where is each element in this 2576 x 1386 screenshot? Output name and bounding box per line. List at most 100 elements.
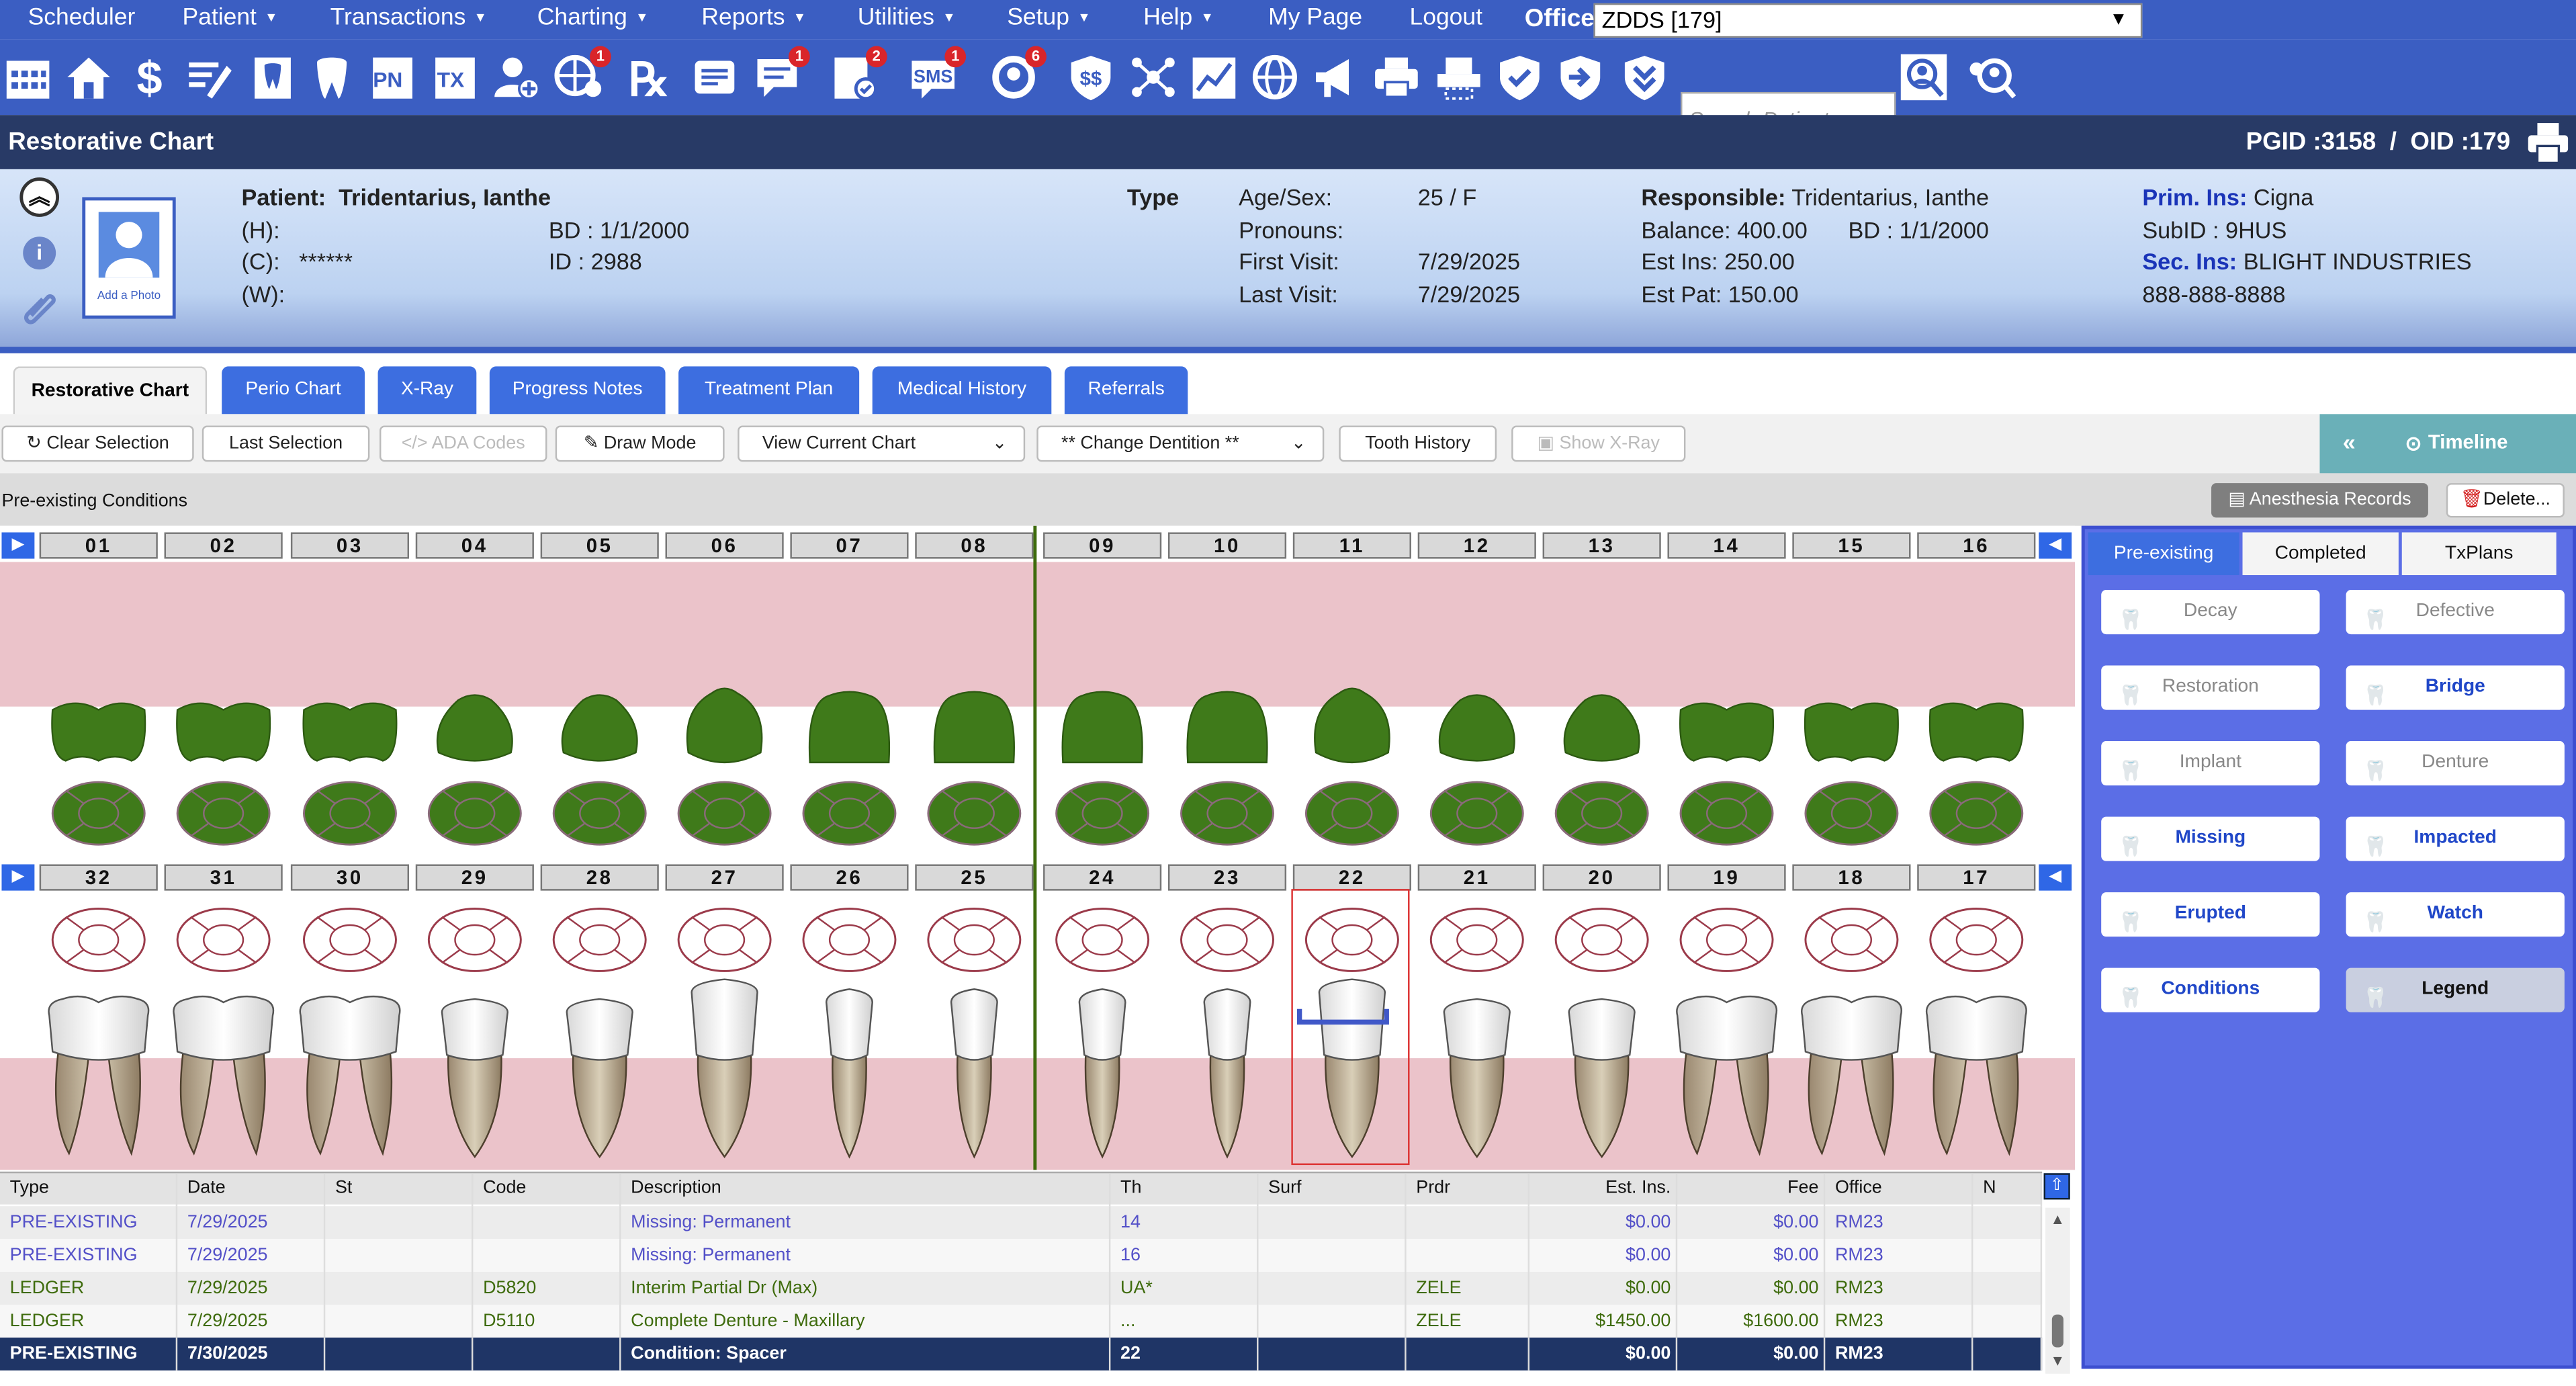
tooth-occlusal-09[interactable]	[1055, 781, 1150, 846]
tooth-occlusal-26[interactable]	[802, 908, 897, 972]
chat-messages-icon[interactable]: 1	[751, 46, 810, 103]
tooth-occlusal-08[interactable]	[927, 781, 1022, 846]
tooth-crown-12[interactable]	[1438, 694, 1515, 762]
upper-left-arrow-icon[interactable]: ▶	[1, 532, 35, 559]
dollar-icon[interactable]: $	[123, 51, 175, 103]
info-icon[interactable]: i	[23, 236, 56, 270]
defective-button[interactable]: 🦷 Defective	[2346, 590, 2565, 635]
menu-setup[interactable]: Setup ▼	[1007, 5, 1091, 32]
tooth-occlusal-16[interactable]	[1929, 781, 2024, 846]
tooth-number-12[interactable]: 12	[1417, 532, 1536, 559]
restoration-button[interactable]: 🦷 Restoration	[2101, 665, 2320, 710]
scanner-icon[interactable]	[1433, 51, 1485, 103]
tooth-occlusal-01[interactable]	[51, 781, 146, 846]
tooth-number-06[interactable]: 06	[665, 532, 784, 559]
side-tab-completed[interactable]: Completed	[2242, 532, 2399, 576]
tooth-number-30[interactable]: 30	[290, 864, 410, 891]
tooth-number-32[interactable]: 32	[39, 864, 158, 891]
printer-icon[interactable]	[1370, 51, 1423, 103]
tooth-occlusal-30[interactable]	[303, 908, 397, 972]
add-user-icon[interactable]	[490, 51, 542, 103]
tooth-history-button[interactable]: Tooth History	[1339, 425, 1497, 462]
tooth-icon[interactable]	[306, 51, 358, 103]
tooth-occlusal-04[interactable]	[427, 781, 522, 846]
tooth-number-23[interactable]: 23	[1167, 864, 1287, 891]
tooth-crown-09[interactable]	[1061, 691, 1143, 764]
tooth-crown-03[interactable]	[302, 702, 398, 762]
family-search-icon[interactable]	[1965, 51, 2017, 103]
tooth-number-05[interactable]: 05	[540, 532, 659, 559]
home-icon[interactable]	[62, 51, 115, 103]
tooth-number-22[interactable]: 22	[1292, 864, 1411, 891]
tooth-number-08[interactable]: 08	[915, 532, 1034, 559]
tooth-number-20[interactable]: 20	[1542, 864, 1661, 891]
tooth-number-19[interactable]: 19	[1667, 864, 1786, 891]
tooth-20[interactable]	[1568, 998, 1636, 1158]
tooth-23[interactable]	[1203, 988, 1251, 1159]
scroll-thumb[interactable]	[2051, 1314, 2063, 1348]
tooth-occlusal-23[interactable]	[1180, 908, 1274, 972]
tooth-occlusal-03[interactable]	[303, 781, 397, 846]
timeline-button[interactable]: « ⊙ Timeline	[2319, 414, 2576, 474]
menu-utilities[interactable]: Utilities ▼	[857, 5, 956, 32]
view-current-chart-select[interactable]: View Current Chart ⌄	[738, 425, 1026, 462]
tooth-number-21[interactable]: 21	[1417, 864, 1536, 891]
change-dentition-select[interactable]: ** Change Dentition ** ⌄	[1036, 425, 1325, 462]
tooth-number-26[interactable]: 26	[790, 864, 909, 891]
tooth-crown-01[interactable]	[51, 702, 146, 762]
treatment-icon[interactable]: TX	[429, 51, 481, 103]
menu-charting[interactable]: Charting ▼	[537, 5, 649, 32]
column-header[interactable]: Office	[1825, 1173, 1973, 1207]
tooth-occlusal-31[interactable]	[176, 908, 271, 972]
tab-referrals[interactable]: Referrals	[1064, 366, 1188, 415]
network-icon[interactable]	[1127, 51, 1180, 103]
denture-button[interactable]: 🦷 Denture	[2346, 741, 2565, 786]
tooth-crown-11[interactable]	[1314, 687, 1390, 763]
menu-help[interactable]: Help ▼	[1143, 5, 1214, 32]
tooth-number-02[interactable]: 02	[164, 532, 283, 559]
paperclip-icon[interactable]	[19, 288, 59, 327]
table-row[interactable]: PRE-EXISTING 7/30/2025 Condition: Spacer 22…	[0, 1337, 2043, 1371]
table-row[interactable]: LEDGER 7/29/2025 D5820 Interim Partial Dr (…	[0, 1272, 2043, 1305]
tooth-occlusal-14[interactable]	[1679, 781, 1774, 846]
tooth-occlusal-10[interactable]	[1180, 781, 1274, 846]
tooth-28[interactable]	[566, 998, 633, 1158]
watch-button[interactable]: 🦷 Watch	[2346, 892, 2565, 937]
menu-reports[interactable]: Reports ▼	[701, 5, 807, 32]
tooth-17[interactable]	[1925, 995, 2027, 1156]
tooth-occlusal-11[interactable]	[1304, 781, 1399, 846]
table-row[interactable]: PRE-EXISTING 7/29/2025 Missing: Permanent 1…	[0, 1206, 2043, 1240]
recall-icon[interactable]: 6	[987, 46, 1047, 103]
edit-notes-icon[interactable]	[182, 51, 234, 103]
tooth-number-25[interactable]: 25	[915, 864, 1034, 891]
tooth-occlusal-02[interactable]	[176, 781, 271, 846]
column-header[interactable]: Description	[621, 1173, 1111, 1207]
tooth-crown-14[interactable]	[1679, 702, 1775, 762]
tooth-number-29[interactable]: 29	[415, 864, 534, 891]
chart-growth-icon[interactable]	[1188, 51, 1240, 103]
tooth-number-07[interactable]: 07	[790, 532, 909, 559]
side-tab-txplans[interactable]: TxPlans	[2401, 532, 2557, 576]
tooth-number-09[interactable]: 09	[1043, 532, 1162, 559]
impacted-button[interactable]: 🦷 Impacted	[2346, 816, 2565, 861]
megaphone-icon[interactable]	[1309, 51, 1362, 103]
tooth-occlusal-05[interactable]	[552, 781, 647, 846]
tooth-30[interactable]	[299, 995, 401, 1156]
conditions-button[interactable]: 🦷 Conditions	[2101, 967, 2320, 1012]
column-header[interactable]: Code	[473, 1173, 621, 1207]
tooth-occlusal-13[interactable]	[1554, 781, 1649, 846]
tooth-occlusal-32[interactable]	[51, 908, 146, 972]
menu-my-page[interactable]: My Page	[1268, 5, 1363, 32]
column-header[interactable]: Type	[0, 1173, 178, 1207]
column-header[interactable]: Prdr	[1407, 1173, 1530, 1207]
upper-right-arrow-icon[interactable]: ◀	[2039, 532, 2072, 559]
column-header[interactable]: Th	[1110, 1173, 1259, 1207]
tooth-32[interactable]	[48, 995, 150, 1156]
tooth-occlusal-24[interactable]	[1055, 908, 1150, 972]
menu-patient[interactable]: Patient ▼	[182, 5, 278, 32]
tooth-21[interactable]	[1443, 998, 1511, 1158]
tooth-29[interactable]	[441, 998, 508, 1158]
missing-button[interactable]: 🦷 Missing	[2101, 816, 2320, 861]
globe-user-icon[interactable]: 1	[552, 46, 611, 103]
tooth-crown-04[interactable]	[436, 694, 513, 762]
